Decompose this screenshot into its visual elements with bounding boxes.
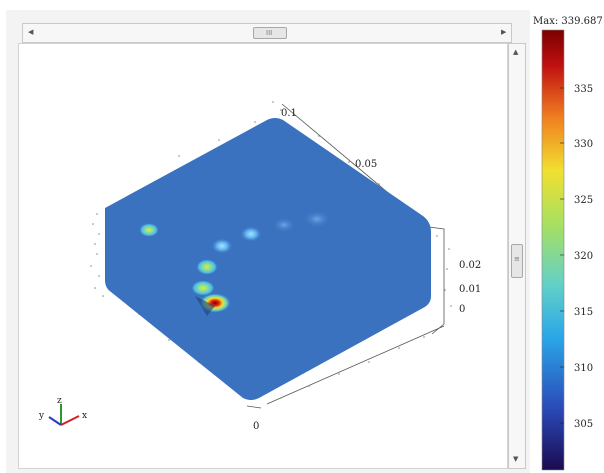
scroll-left-arrow-icon[interactable]: ◀ [28,28,34,36]
colorbar-tick-label: 320 [574,251,593,262]
colorbar-ticks: 335 330 325 320 315 310 305 [560,84,593,430]
z-tick-label: 0.01 [459,284,481,295]
colorbar-tick-label: 335 [574,84,593,95]
triad-y-label: y [38,411,45,421]
z-tick-label: 0.02 [459,260,481,271]
horizontal-scrollbar[interactable]: ◀ III ▶ [22,23,512,43]
colorbar-tick-label: 305 [574,419,593,430]
colorbar-tick-label: 315 [574,307,593,318]
triad-x-label: x [82,411,87,421]
graphics-viewport[interactable]: 0.1 0.05 0.02 0.01 0 0 y z x [18,43,508,469]
y-tick-label: 0.1 [281,108,297,119]
vertical-scrollbar[interactable]: ▲ ≡ ▼ [508,43,526,469]
axis-triad-icon: y z x [38,396,87,426]
y-tick-label: 0.05 [355,159,377,170]
vertical-scroll-thumb[interactable]: ≡ [511,244,523,278]
colorbar-max-label: Max: 339.687 [533,16,603,27]
scroll-up-arrow-icon[interactable]: ▲ [513,48,519,56]
colorbar-tick-label: 330 [574,139,593,150]
colorbar-tick-label: 325 [574,195,593,206]
x-tick-label: 0 [253,421,259,432]
z-tick-label: 0 [459,304,465,315]
horizontal-scroll-thumb[interactable]: III [253,27,287,39]
thumb-grip-icon: III [266,29,273,37]
triad-z-label: z [57,396,62,406]
scroll-down-arrow-icon[interactable]: ▼ [513,455,519,463]
scroll-right-arrow-icon[interactable]: ▶ [501,28,507,36]
colorbar-tick-label: 310 [574,363,593,374]
domain-surface [105,118,431,400]
3d-plot-canvas[interactable]: 0.1 0.05 0.02 0.01 0 0 y z x [19,44,507,468]
thumb-grip-icon: ≡ [514,255,520,263]
colorbar-strip [541,29,565,471]
colorbar-legend: Max: 339.687 335 330 325 320 315 310 305 [533,16,603,471]
temperature-hotspots [139,210,331,316]
